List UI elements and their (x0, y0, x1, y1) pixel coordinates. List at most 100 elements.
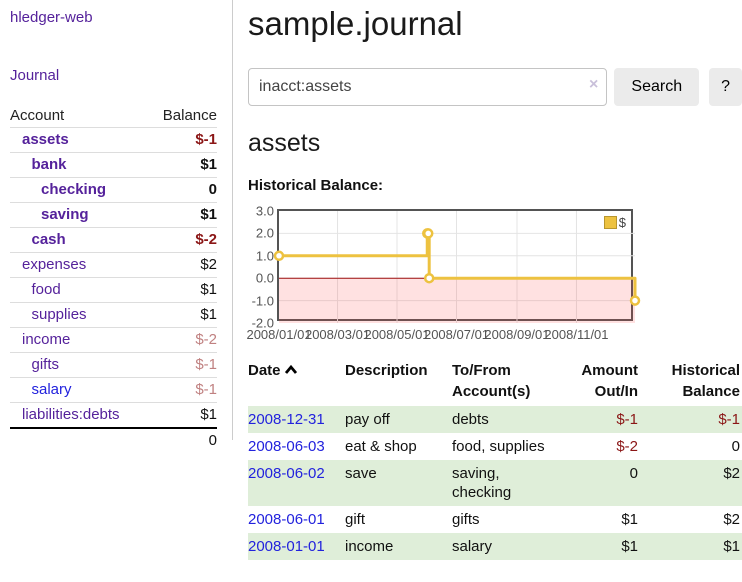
transaction-date-link[interactable]: 2008-06-02 (248, 465, 325, 482)
account-link[interactable]: bank (31, 156, 67, 173)
chart-canvas (273, 211, 641, 323)
x-axis-tick-label: 2008/07/01 (423, 327, 490, 342)
account-row: income $-2 (10, 327, 217, 353)
register-row[interactable]: 2008-06-01 gift gifts $1 $2 (248, 506, 742, 533)
transaction-balance: $-1 (718, 411, 740, 428)
account-balance: 0 (148, 177, 217, 203)
accounts-col-balance: Balance (148, 104, 217, 128)
transaction-balance: $2 (723, 465, 740, 482)
accounts-total-row: 0 (10, 427, 217, 453)
sidebar: hledger-web Journal Account Balance asse… (0, 0, 233, 453)
account-link[interactable]: checking (41, 181, 107, 198)
register-col-balance: Historical Balance (671, 362, 740, 400)
transaction-balance: 0 (731, 438, 740, 455)
register-col-accounts: To/From Account(s) (452, 362, 531, 400)
account-link[interactable]: income (22, 331, 71, 348)
account-balance: $1 (148, 152, 217, 178)
accounts-total-balance: 0 (148, 427, 217, 453)
register-row[interactable]: 2008-06-03 eat & shop food, supplies $-2 0 (248, 433, 742, 460)
account-balance: $1 (148, 202, 217, 228)
page-title: sample.journal (248, 5, 463, 42)
x-axis-tick-label: 2008/09/01 (484, 327, 550, 342)
main-content: sample.journal × Search ? assets Histori… (246, 0, 742, 560)
account-row: gifts $-1 (10, 352, 217, 378)
account-link[interactable]: salary (31, 381, 72, 398)
y-axis-tick-label: -1.0 (251, 293, 274, 309)
transaction-description: gift (345, 511, 366, 528)
register-col-date[interactable]: Date (248, 358, 345, 406)
chart-plot-area: $ (273, 209, 641, 323)
account-heading: assets (248, 129, 321, 157)
clear-search-icon[interactable]: × (589, 76, 599, 93)
y-axis-tick-label: 2.0 (255, 225, 274, 241)
register-col-description: Description (345, 362, 428, 379)
transaction-accounts: salary (452, 538, 493, 555)
x-axis-tick-label: 2008/11/01 (544, 327, 609, 342)
account-link[interactable]: liabilities:debts (22, 406, 120, 423)
transaction-date-link[interactable]: 2008-06-03 (248, 438, 325, 455)
account-balance: $1 (148, 277, 217, 303)
transaction-balance: $2 (723, 511, 740, 528)
account-balance: $-1 (148, 352, 217, 378)
search-button[interactable]: Search (614, 68, 700, 106)
account-row: food $1 (10, 277, 217, 303)
transaction-amount: $-2 (616, 438, 638, 455)
nav-journal-link[interactable]: Journal (10, 67, 60, 84)
legend-label: $ (618, 215, 626, 230)
y-axis-tick-label: 3.0 (255, 203, 274, 219)
search-input-wrap: × (248, 68, 608, 106)
account-balance: $2 (148, 252, 217, 278)
transaction-date-link[interactable]: 2008-12-31 (248, 411, 325, 428)
account-row: expenses $2 (10, 252, 217, 278)
accounts-table: Account Balance assets $-1 bank $1 checking 0… (10, 104, 217, 453)
account-link[interactable]: food (31, 281, 61, 298)
account-link[interactable]: supplies (31, 306, 87, 323)
register-col-amount: Amount Out/In (581, 362, 638, 400)
account-link[interactable]: saving (41, 206, 89, 223)
accounts-header-row: Account Balance (10, 104, 217, 128)
account-link[interactable]: assets (22, 131, 69, 148)
account-row: supplies $1 (10, 302, 217, 328)
account-balance: $1 (200, 406, 217, 423)
search-input[interactable] (248, 68, 608, 106)
transaction-amount: 0 (629, 465, 638, 482)
transaction-date-link[interactable]: 2008-06-01 (248, 511, 325, 528)
account-link[interactable]: expenses (22, 256, 87, 273)
accounts-col-account: Account (10, 104, 149, 128)
register-header-row: Date Description To/From Account(s) Amou… (248, 358, 742, 406)
register-table: Date Description To/From Account(s) Amou… (248, 358, 742, 560)
account-row: checking 0 (10, 177, 217, 203)
transaction-accounts: gifts (452, 511, 480, 528)
account-link[interactable]: cash (31, 231, 66, 248)
transaction-accounts: saving, checking (452, 465, 512, 501)
account-balance: $-1 (148, 127, 217, 153)
account-balance: $-1 (148, 377, 217, 403)
x-axis-tick-label: 2008/05/01 (364, 327, 430, 342)
y-axis-tick-label: 0.0 (255, 270, 274, 286)
account-balance: $-2 (148, 227, 217, 253)
search-form: × Search ? (248, 68, 742, 106)
historical-balance-chart: $ 3.0 2.0 1.0 0.0 -1.0 -2.0 2008/01/01 2008/03… (246, 203, 742, 346)
account-link[interactable]: gifts (31, 356, 60, 373)
transaction-description: income (345, 538, 394, 555)
account-row: salary $-1 (10, 377, 217, 403)
x-axis-tick-label: 2008/01/01 (246, 327, 312, 342)
chart-legend: $ (603, 215, 626, 230)
chart-title: Historical Balance: (248, 177, 384, 194)
register-row[interactable]: 2008-01-01 income salary $1 $1 (248, 533, 742, 560)
register-row[interactable]: 2008-12-31 pay off debts $-1 $-1 (248, 406, 742, 433)
sort-asc-icon (284, 364, 297, 374)
transaction-description: eat & shop (345, 438, 417, 455)
transaction-amount: $-1 (616, 411, 638, 428)
register-row[interactable]: 2008-06-02 save saving, checking 0 $2 (248, 460, 742, 506)
account-row: bank $1 (10, 152, 217, 178)
help-button[interactable]: ? (709, 68, 742, 106)
transaction-date-link[interactable]: 2008-01-01 (248, 538, 325, 555)
transaction-amount: $1 (621, 511, 638, 528)
register-col-date-label: Date (248, 362, 281, 379)
account-row: saving $1 (10, 202, 217, 228)
transaction-accounts: debts (452, 411, 489, 428)
transaction-balance: $1 (723, 538, 740, 555)
account-balance: $-2 (148, 327, 217, 353)
app-title-link[interactable]: hledger-web (10, 9, 93, 26)
